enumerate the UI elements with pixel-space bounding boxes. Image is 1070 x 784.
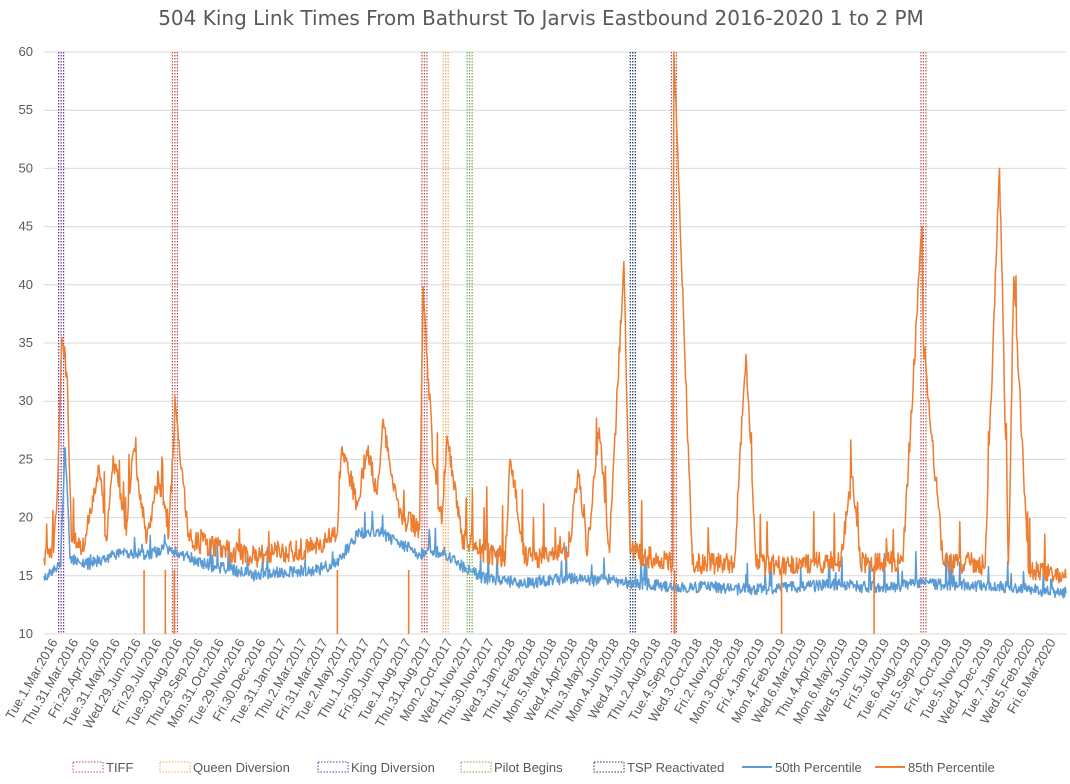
y-tick-label: 50 (19, 160, 33, 175)
y-tick-label: 25 (19, 451, 33, 466)
legend-swatch (460, 761, 492, 773)
series-line (43, 447, 1067, 599)
y-tick-label: 35 (19, 335, 33, 350)
chart-title: 504 King Link Times From Bathurst To Jar… (158, 6, 924, 30)
y-axis-ticks: 10 15 20 25 30 35 40 45 50 55 60 (19, 44, 33, 641)
legend-swatch (593, 761, 625, 773)
series-line (43, 51, 1067, 584)
x-axis-ticks: Tue.1.Mar.2016Thu.31.Mar.2016Fri.29.Apr.… (2, 636, 1058, 732)
y-tick-label: 55 (19, 102, 33, 117)
legend-swatch (72, 761, 104, 773)
legend-label: King Diversion (351, 760, 435, 775)
y-tick-label: 20 (19, 510, 33, 525)
legend-label: Queen Diversion (193, 760, 290, 775)
legend: TIFF Queen Diversion King Diversion Pilot B… (72, 760, 995, 775)
y-tick-label: 30 (19, 393, 33, 408)
legend-swatch (159, 761, 191, 773)
y-tick-label: 45 (19, 219, 33, 234)
y-tick-label: 60 (19, 44, 33, 59)
legend-label: TIFF (106, 760, 133, 775)
legend-label: Pilot Begins (494, 760, 563, 775)
legend-label: 85th Percentile (908, 760, 995, 775)
y-tick-label: 15 (19, 568, 33, 583)
legend-label: TSP Reactivated (627, 760, 724, 775)
legend-swatch (317, 761, 349, 773)
gridlines (44, 51, 1066, 635)
y-tick-label: 40 (19, 277, 33, 292)
y-tick-label: 10 (19, 626, 33, 641)
legend-label: 50th Percentile (775, 760, 862, 775)
series-lines (43, 51, 1067, 634)
